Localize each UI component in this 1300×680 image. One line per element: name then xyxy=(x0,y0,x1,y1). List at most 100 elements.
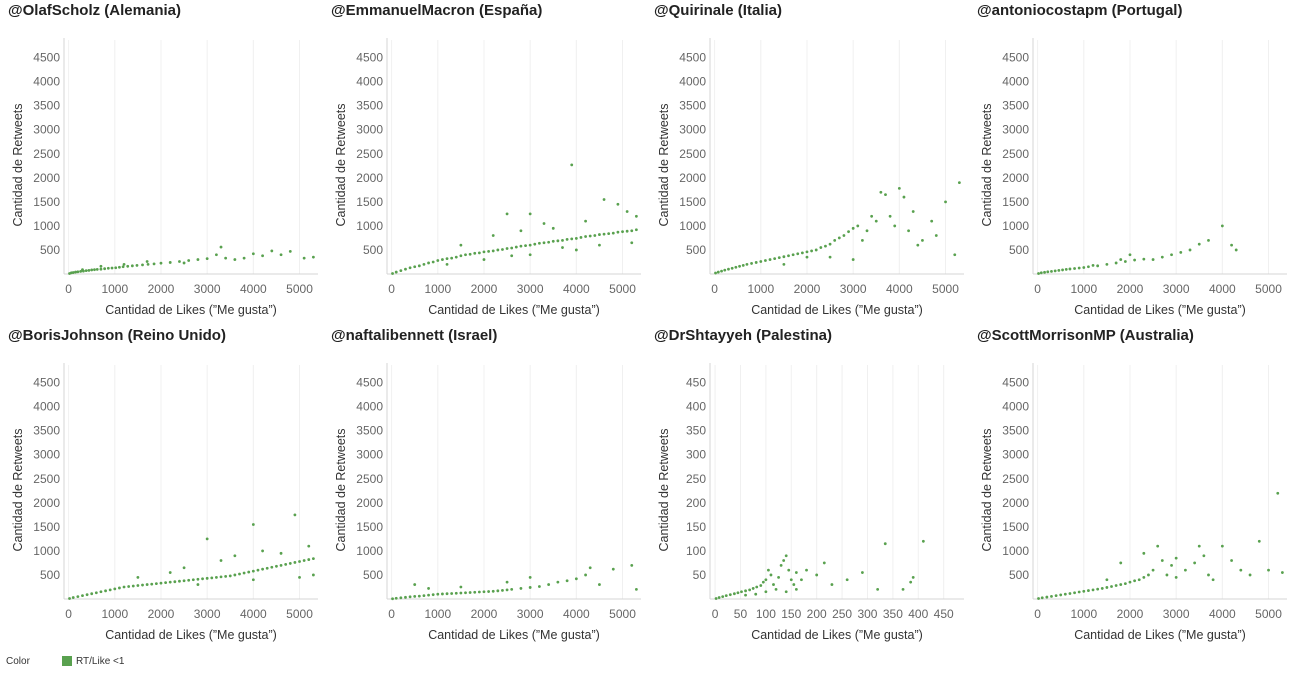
scatter-point xyxy=(1087,265,1090,269)
scatter-point xyxy=(159,581,163,585)
scatter-point xyxy=(130,264,134,268)
scatter-panel: 50 100 150 200 250 300 350 400 450 0 50 100 150 200 25… xyxy=(646,325,966,647)
x-tick-label: 50 xyxy=(734,607,748,621)
y-tick-label: 2500 xyxy=(679,147,706,161)
x-tick-label: 3000 xyxy=(840,282,867,296)
scatter-point xyxy=(288,250,292,253)
y-tick-label: 3000 xyxy=(679,123,706,137)
y-tick-label: 1500 xyxy=(33,520,60,534)
x-tick-label: 3000 xyxy=(517,607,544,621)
scatter-point xyxy=(219,575,223,579)
scatter-point xyxy=(127,585,131,588)
scatter-point xyxy=(782,262,786,266)
scatter-point xyxy=(496,589,500,593)
scatter-point xyxy=(136,575,140,579)
y-tick-label: 4500 xyxy=(33,376,60,390)
scatter-point xyxy=(634,214,638,218)
scatter-point xyxy=(76,595,80,598)
scatter-point xyxy=(764,590,768,594)
scatter-point xyxy=(944,200,947,204)
scatter-point xyxy=(1096,264,1100,268)
y-tick-label: 500 xyxy=(363,243,383,257)
scatter-plot: 50 100 150 200 250 300 350 400 450 0 50 100 150 200 25… xyxy=(657,363,964,642)
scatter-point xyxy=(794,571,798,574)
scatter-point xyxy=(210,576,214,580)
x-tick-label: 2000 xyxy=(471,607,498,621)
scatter-point xyxy=(141,263,144,267)
y-tick-label: 200 xyxy=(686,496,706,510)
scatter-point xyxy=(233,554,237,558)
scatter-point xyxy=(450,256,454,260)
scatter-point xyxy=(883,542,887,546)
scatter-point xyxy=(427,587,430,590)
scatter-point xyxy=(528,253,532,257)
scatter-point xyxy=(584,219,587,223)
chart-title: @BorisJohnson (Reino Unido) xyxy=(8,327,226,344)
legend-entry: RT/Like <1 xyxy=(76,656,125,667)
y-tick-label: 350 xyxy=(686,424,706,438)
scatter-point xyxy=(584,235,587,238)
scatter-point xyxy=(288,562,292,565)
scatter-point xyxy=(800,251,804,255)
scatter-point xyxy=(772,583,775,586)
scatter-point xyxy=(81,594,84,598)
scatter-point xyxy=(1123,260,1127,263)
scatter-point xyxy=(1114,584,1118,587)
scatter-point xyxy=(404,595,407,599)
scatter-point xyxy=(1082,589,1086,593)
y-tick-label: 3500 xyxy=(33,99,60,113)
scatter-point xyxy=(551,239,555,243)
scatter-point xyxy=(1142,257,1146,261)
scatter-point xyxy=(201,577,204,581)
scatter-point xyxy=(744,589,747,593)
scatter-point xyxy=(224,256,228,260)
scatter-point xyxy=(1207,573,1210,577)
scatter-panel: 500 1000 1500 2000 2500 3000 3500 4000 4500 0 1000… xyxy=(323,325,643,647)
y-tick-label: 3500 xyxy=(679,99,706,113)
scatter-point xyxy=(723,268,727,272)
scatter-point xyxy=(874,219,878,223)
x-axis-title: Cantidad de Likes (”Me gusta”) xyxy=(1074,628,1246,642)
scatter-point xyxy=(477,251,481,255)
scatter-point xyxy=(625,229,629,233)
scatter-point xyxy=(404,267,407,271)
scatter-point xyxy=(1276,491,1280,495)
y-tick-label: 3500 xyxy=(33,424,60,438)
scatter-point xyxy=(413,265,417,269)
scatter-point xyxy=(427,261,430,265)
scatter-point xyxy=(856,224,860,228)
x-tick-label: 0 xyxy=(1034,282,1041,296)
scatter-point xyxy=(99,267,103,271)
scatter-point xyxy=(607,232,611,236)
scatter-point xyxy=(909,580,913,584)
scatter-point xyxy=(279,253,283,257)
scatter-point xyxy=(842,234,846,237)
scatter-point xyxy=(135,263,139,267)
y-tick-label: 2000 xyxy=(1002,171,1029,185)
scatter-point xyxy=(270,249,274,253)
scatter-point xyxy=(519,244,523,248)
scatter-point xyxy=(1142,575,1146,579)
scatter-point xyxy=(505,212,509,216)
x-axis-title: Cantidad de Likes (”Me gusta”) xyxy=(428,303,600,317)
scatter-point xyxy=(514,245,518,249)
scatter-point xyxy=(68,597,71,600)
chart-title: @EmmanuelMacron (España) xyxy=(331,2,543,19)
scatter-point xyxy=(464,591,467,595)
scatter-point xyxy=(196,577,200,581)
x-tick-label: 4000 xyxy=(563,607,590,621)
x-tick-label: 2000 xyxy=(1117,607,1144,621)
scatter-point xyxy=(501,588,504,592)
scatter-point xyxy=(121,265,125,269)
x-axis-title: Cantidad de Likes (”Me gusta”) xyxy=(751,303,923,317)
scatter-point xyxy=(598,583,601,586)
scatter-point xyxy=(744,593,747,597)
scatter-point xyxy=(1054,594,1058,598)
scatter-point xyxy=(759,260,763,263)
scatter-point xyxy=(953,253,957,257)
y-tick-label: 1000 xyxy=(33,219,60,233)
scatter-point xyxy=(717,596,721,599)
scatter-point xyxy=(413,594,417,598)
scatter-point xyxy=(851,258,855,261)
x-tick-label: 0 xyxy=(711,282,718,296)
